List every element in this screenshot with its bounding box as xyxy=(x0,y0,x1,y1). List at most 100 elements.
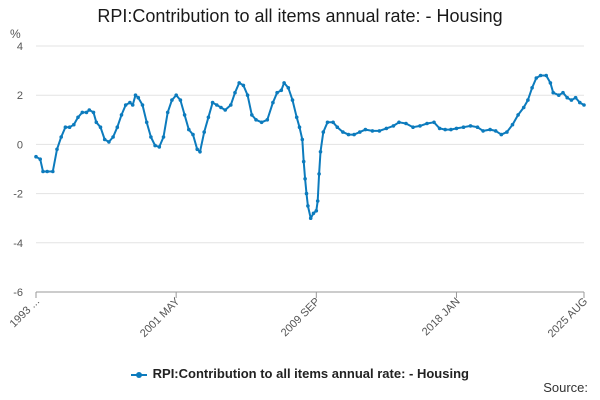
data-point xyxy=(548,81,553,85)
data-point xyxy=(510,122,515,127)
data-point xyxy=(475,125,480,129)
data-point xyxy=(245,93,250,97)
data-point xyxy=(161,135,166,139)
x-tick-label: 1993 ... xyxy=(8,296,42,330)
data-point xyxy=(178,98,183,102)
data-point xyxy=(397,120,401,125)
data-point xyxy=(153,143,157,148)
data-point xyxy=(557,93,561,97)
data-point xyxy=(391,124,396,128)
data-point xyxy=(297,125,302,129)
data-point xyxy=(191,132,195,137)
y-tick-label: -6 xyxy=(13,287,23,299)
data-point xyxy=(157,145,162,149)
data-point xyxy=(363,127,368,132)
data-point xyxy=(315,199,320,203)
data-point xyxy=(241,83,246,88)
y-tick-label: 2 xyxy=(17,90,23,102)
y-tick-label: -2 xyxy=(13,189,23,201)
data-point xyxy=(418,124,422,128)
data-point xyxy=(275,90,279,95)
x-tick-label: 2001 MAY xyxy=(138,295,183,340)
x-tick-label: 2009 SEP xyxy=(279,296,323,340)
data-point xyxy=(91,110,96,115)
data-point xyxy=(149,135,153,139)
data-point xyxy=(102,137,107,142)
data-point xyxy=(544,73,548,78)
data-point xyxy=(301,159,306,164)
data-point xyxy=(561,90,565,95)
data-point xyxy=(449,127,453,132)
data-point xyxy=(259,120,264,125)
legend-label: RPI:Contribution to all items annual rat… xyxy=(152,366,469,381)
gridlines xyxy=(36,45,584,293)
y-tick-label: 0 xyxy=(17,139,23,151)
data-point xyxy=(573,95,578,100)
data-point xyxy=(271,100,275,105)
data-point xyxy=(488,127,492,132)
data-point xyxy=(468,124,473,128)
data-point xyxy=(443,127,448,132)
data-point xyxy=(565,95,569,100)
data-point xyxy=(210,100,215,105)
data-point xyxy=(346,132,351,137)
data-point xyxy=(290,98,295,102)
data-point xyxy=(461,125,466,129)
data-point xyxy=(534,76,539,80)
data-point xyxy=(265,118,270,122)
data-point xyxy=(505,130,509,134)
data-point xyxy=(432,120,436,125)
data-point xyxy=(325,120,330,125)
data-point xyxy=(133,93,138,97)
x-tick-label: 2025 AUG xyxy=(546,296,590,340)
data-point xyxy=(437,126,442,131)
data-point xyxy=(87,108,92,112)
chart-title: RPI:Contribution to all items annual rat… xyxy=(97,6,503,26)
data-point xyxy=(51,169,55,174)
data-point xyxy=(321,130,326,134)
data-point xyxy=(341,130,345,134)
data-point xyxy=(331,120,335,125)
data-point xyxy=(526,98,530,102)
data-point xyxy=(219,105,223,110)
data-point xyxy=(578,100,582,105)
data-point xyxy=(128,100,132,105)
legend[interactable]: RPI:Contribution to all items annual rat… xyxy=(0,366,600,381)
data-point xyxy=(165,110,170,115)
data-point xyxy=(538,73,543,78)
data-point xyxy=(182,113,187,117)
data-point xyxy=(115,125,120,129)
data-point xyxy=(123,103,128,107)
data-point xyxy=(370,129,375,133)
data-point xyxy=(72,122,76,127)
data-point xyxy=(223,108,227,112)
data-point xyxy=(499,132,504,137)
data-point xyxy=(206,115,211,120)
data-point xyxy=(119,113,124,117)
data-point xyxy=(352,132,356,137)
data-point xyxy=(530,86,534,90)
data-point xyxy=(130,103,135,107)
data-point xyxy=(521,105,526,110)
data-point xyxy=(454,126,459,131)
data-point xyxy=(404,121,408,126)
data-point xyxy=(80,110,85,115)
data-point xyxy=(286,86,291,90)
data-point xyxy=(140,103,145,107)
data-point xyxy=(569,98,574,102)
data-point xyxy=(237,81,241,85)
y-tick-label: -4 xyxy=(13,238,23,250)
data-point xyxy=(198,150,202,154)
source-label: Source: xyxy=(543,380,588,395)
data-point xyxy=(98,125,103,129)
data-point xyxy=(45,169,49,174)
data-point xyxy=(187,127,191,132)
data-point xyxy=(294,115,299,120)
data-point xyxy=(111,135,115,139)
data-point xyxy=(279,88,284,93)
data-point xyxy=(317,172,321,176)
data-point xyxy=(136,95,141,100)
data-point xyxy=(411,125,415,129)
data-point xyxy=(63,125,68,129)
